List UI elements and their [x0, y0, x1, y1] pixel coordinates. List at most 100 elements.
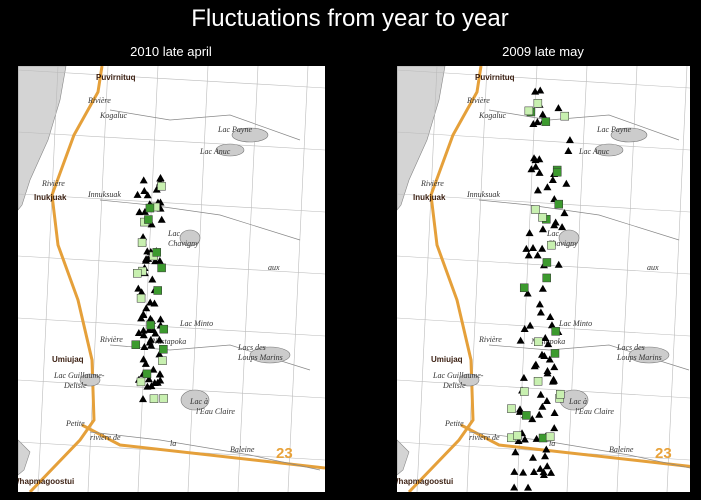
- marker-triangle: [140, 187, 149, 195]
- marker-triangle: [134, 328, 143, 336]
- marker-square: [522, 411, 531, 420]
- marker-triangle: [520, 325, 529, 333]
- river: [89, 431, 321, 471]
- marker-triangle: [155, 350, 164, 358]
- map-label: Lac à: [568, 397, 587, 406]
- map-label: Lacs des: [237, 343, 266, 352]
- marker-triangle: [545, 355, 554, 363]
- marker-triangle: [538, 225, 547, 233]
- marker-square: [547, 240, 556, 250]
- map-label: Kogaluc: [478, 111, 507, 120]
- lake: [79, 373, 101, 387]
- marker-triangle: [529, 468, 538, 476]
- marker-triangle: [536, 86, 545, 94]
- map-grid: [18, 69, 325, 89]
- map-label: Chavigny: [168, 239, 199, 248]
- marker-triangle: [538, 402, 547, 410]
- map-label: aux: [268, 263, 280, 272]
- map-background: [18, 66, 325, 492]
- map-grid: [18, 131, 325, 151]
- lake: [231, 127, 269, 143]
- border-line: [81, 423, 325, 470]
- marker-triangle: [133, 190, 142, 198]
- marker-triangle: [541, 452, 550, 460]
- map-grid: [18, 379, 325, 399]
- map-label: Umiujaq: [431, 355, 463, 364]
- river: [109, 109, 301, 141]
- lake: [179, 229, 201, 247]
- marker-square: [542, 258, 552, 267]
- marker-square: [538, 433, 548, 443]
- map-label: Puvirnituq: [96, 73, 136, 82]
- marker-square: [513, 431, 522, 440]
- map-label: Lac Guillaume-: [53, 371, 105, 380]
- marker-triangle: [157, 215, 166, 223]
- map-label: aux: [647, 263, 659, 272]
- marker-triangle: [543, 366, 552, 374]
- map-label: Innuksuak: [466, 190, 500, 199]
- marker-square: [554, 199, 564, 209]
- marker-triangle: [542, 396, 551, 404]
- slide-title: Fluctuations from year to year: [191, 5, 508, 32]
- map-label: Whapmagoostui: [391, 477, 453, 486]
- lake: [628, 346, 670, 364]
- map-grid: [466, 66, 488, 492]
- marker-triangle: [143, 247, 152, 255]
- marker-triangle: [533, 118, 542, 126]
- map-panel: Puvirnituq Rivière Kogaluc Lac Payne Lac Anu…: [391, 66, 690, 492]
- marker-triangle: [529, 119, 538, 127]
- marker-square: [131, 340, 141, 349]
- marker-square: [556, 390, 565, 399]
- marker-triangle: [143, 191, 152, 199]
- marker-square: [153, 286, 162, 295]
- marker-square: [159, 324, 169, 334]
- land-area: [397, 66, 446, 211]
- marker-triangle: [511, 448, 520, 456]
- border-line: [28, 66, 104, 492]
- map-label: Petite: [65, 419, 85, 428]
- marker-triangle: [548, 175, 557, 183]
- marker-triangle: [140, 207, 149, 215]
- marker-square: [507, 404, 516, 413]
- marker-triangle: [536, 390, 545, 398]
- marker-triangle: [525, 229, 534, 237]
- marker-triangle: [147, 220, 156, 228]
- marker-triangle: [135, 208, 144, 216]
- map-label: Lacs des: [616, 343, 645, 352]
- map-label: Lac Payne: [596, 125, 631, 134]
- marker-triangle: [520, 435, 529, 443]
- marker-triangle: [560, 209, 569, 217]
- marker-square: [145, 203, 155, 213]
- map-label: Lac Payne: [217, 125, 252, 134]
- marker-triangle: [538, 110, 547, 118]
- map-label: rivière de: [90, 433, 121, 442]
- marker-triangle: [546, 312, 555, 320]
- marker-triangle: [524, 251, 533, 259]
- marker-triangle: [551, 218, 560, 226]
- marker-triangle: [143, 382, 152, 390]
- marker-triangle: [516, 336, 525, 344]
- marker-triangle: [530, 362, 539, 370]
- marker-triangle: [529, 244, 538, 252]
- marker-square: [551, 327, 560, 336]
- marker-triangle: [137, 288, 146, 296]
- marker-square: [146, 320, 155, 330]
- lake: [594, 143, 624, 157]
- marker-square: [144, 215, 153, 224]
- marker-square: [542, 273, 551, 283]
- map-label: Baleine: [230, 445, 255, 454]
- border-line: [407, 66, 483, 492]
- marker-triangle: [543, 462, 552, 470]
- marker-square: [560, 111, 570, 121]
- map-label: Rivière: [41, 179, 65, 188]
- marker-square: [159, 345, 168, 354]
- lake: [215, 143, 245, 157]
- marker-triangle: [532, 434, 541, 442]
- land-area: [18, 439, 31, 476]
- river: [468, 431, 690, 469]
- marker-square: [137, 238, 147, 247]
- marker-triangle: [531, 162, 540, 170]
- panel-title: 2010 late april: [130, 44, 212, 59]
- marker-square: [149, 394, 159, 403]
- map-label: Lac: [546, 229, 559, 238]
